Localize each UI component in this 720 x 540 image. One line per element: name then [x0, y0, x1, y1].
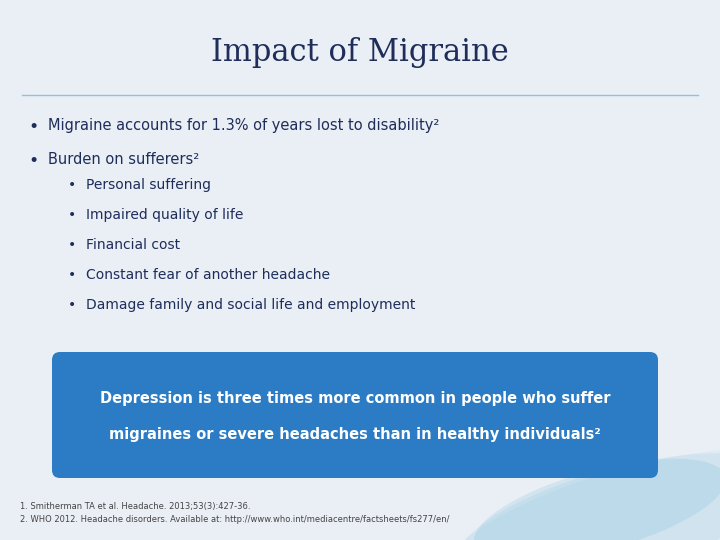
FancyBboxPatch shape — [52, 352, 658, 478]
Text: 1. Smitherman TA et al. Headache. 2013;53(3):427-36.: 1. Smitherman TA et al. Headache. 2013;5… — [20, 502, 251, 511]
Text: Financial cost: Financial cost — [86, 238, 180, 252]
Text: Impaired quality of life: Impaired quality of life — [86, 208, 243, 222]
Text: Personal suffering: Personal suffering — [86, 178, 211, 192]
Text: Damage family and social life and employment: Damage family and social life and employ… — [86, 298, 415, 312]
Text: •: • — [68, 178, 76, 192]
Text: •: • — [68, 268, 76, 282]
Text: Depression is three times more common in people who suffer: Depression is three times more common in… — [100, 391, 611, 406]
Text: Constant fear of another headache: Constant fear of another headache — [86, 268, 330, 282]
Ellipse shape — [438, 448, 720, 540]
Text: Migraine accounts for 1.3% of years lost to disability²: Migraine accounts for 1.3% of years lost… — [48, 118, 439, 133]
Ellipse shape — [456, 454, 720, 540]
Text: •: • — [28, 152, 38, 170]
Text: migraines or severe headaches than in healthy individuals²: migraines or severe headaches than in he… — [109, 427, 601, 442]
Text: •: • — [68, 208, 76, 222]
Text: •: • — [68, 298, 76, 312]
Text: •: • — [28, 118, 38, 136]
Text: •: • — [68, 238, 76, 252]
Text: Burden on sufferers²: Burden on sufferers² — [48, 152, 199, 167]
Text: 2. WHO 2012. Headache disorders. Available at: http://www.who.int/mediacentre/fa: 2. WHO 2012. Headache disorders. Availab… — [20, 515, 449, 524]
Text: Impact of Migraine: Impact of Migraine — [211, 37, 509, 68]
Ellipse shape — [474, 459, 720, 540]
